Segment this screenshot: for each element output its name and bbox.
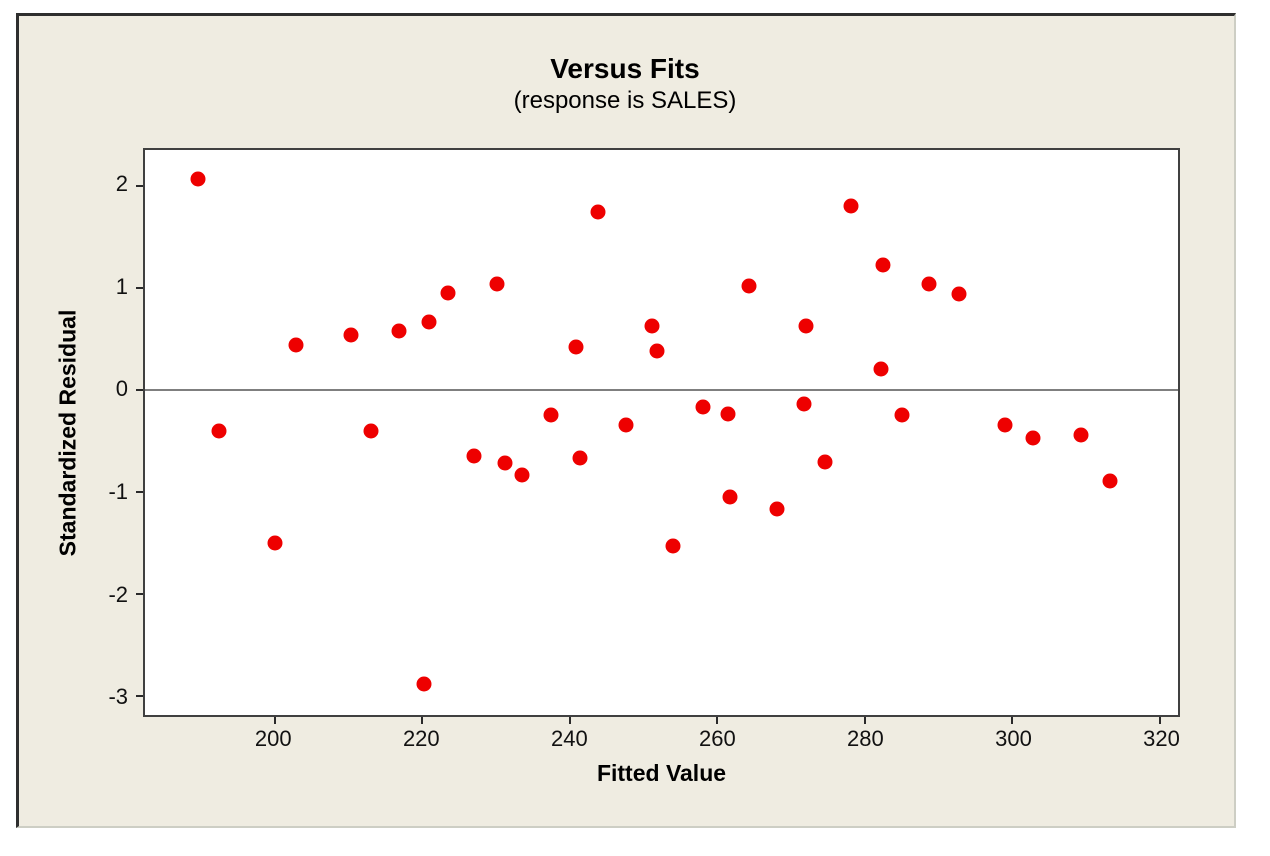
x-tick-mark: [568, 717, 571, 724]
data-point: [267, 535, 283, 551]
data-point: [665, 538, 681, 554]
data-point: [363, 423, 379, 439]
data-point: [873, 361, 889, 377]
y-tick-mark: [136, 490, 143, 493]
x-axis-title: Fitted Value: [596, 760, 727, 786]
data-point: [720, 406, 736, 422]
x-tick-label: 320: [1143, 726, 1180, 751]
data-point: [590, 204, 606, 220]
data-point: [769, 501, 785, 517]
data-point: [997, 417, 1013, 433]
data-point: [568, 339, 584, 355]
data-point: [190, 171, 206, 187]
y-tick-label: -2: [108, 581, 128, 607]
data-point: [416, 676, 432, 692]
y-tick-label: -1: [108, 479, 128, 505]
y-tick-mark: [136, 388, 143, 391]
data-point: [875, 257, 891, 273]
data-point: [440, 285, 456, 301]
data-point: [572, 450, 588, 466]
data-point: [843, 198, 859, 214]
data-point: [343, 327, 359, 343]
x-tick-mark: [863, 717, 866, 724]
y-tick-mark: [136, 694, 143, 697]
y-tick-label: 2: [115, 170, 128, 196]
data-point: [817, 454, 833, 470]
data-point: [618, 417, 634, 433]
y-tick-label: 0: [115, 376, 128, 402]
zero-reference-line: [145, 388, 1178, 391]
data-point: [211, 423, 227, 439]
x-tick-mark: [273, 717, 276, 724]
y-tick-mark: [136, 592, 143, 595]
x-tick-label: 220: [402, 726, 440, 751]
data-point: [497, 455, 513, 471]
x-tick-mark: [716, 717, 719, 724]
data-point: [489, 276, 505, 292]
data-point: [1025, 430, 1041, 446]
data-point: [798, 318, 814, 334]
chart-subtitle: (response is SALES): [513, 87, 737, 114]
x-tick-label: 240: [550, 726, 588, 751]
data-point: [1073, 427, 1089, 443]
data-point: [1102, 473, 1118, 489]
data-point: [695, 399, 711, 415]
x-axis-tick-labels: 200 220 240 260 280 300 320: [143, 726, 1180, 756]
data-point: [421, 314, 437, 330]
y-tick-label: 1: [115, 273, 128, 299]
chart-title: Versus Fits: [550, 53, 700, 84]
data-point: [466, 448, 482, 464]
data-point: [649, 343, 665, 359]
data-point: [543, 407, 559, 423]
y-tick-mark: [136, 184, 143, 187]
plot-area: [136, 148, 1180, 724]
data-point: [951, 286, 967, 302]
data-point: [644, 318, 660, 334]
x-tick-mark: [1158, 717, 1161, 724]
data-point: [921, 276, 937, 292]
x-tick-label: 280: [847, 726, 884, 751]
data-point: [796, 396, 812, 412]
x-tick-mark: [1011, 717, 1014, 724]
data-point: [288, 337, 304, 353]
x-tick-label: 260: [699, 726, 736, 751]
data-point: [391, 323, 407, 338]
y-tick-mark: [136, 286, 143, 289]
data-point: [741, 278, 757, 294]
data-point: [722, 489, 738, 505]
x-tick-label: 300: [995, 726, 1032, 751]
x-tick-mark: [421, 717, 424, 724]
y-axis-tick-labels: 2 1 0 -1 -2 -3: [58, 148, 128, 717]
y-tick-label: -3: [108, 684, 128, 710]
data-point: [514, 467, 530, 483]
title-block: Versus Fits (response is SALES): [16, 52, 1234, 116]
data-point: [894, 407, 909, 423]
x-tick-label: 200: [254, 726, 292, 751]
